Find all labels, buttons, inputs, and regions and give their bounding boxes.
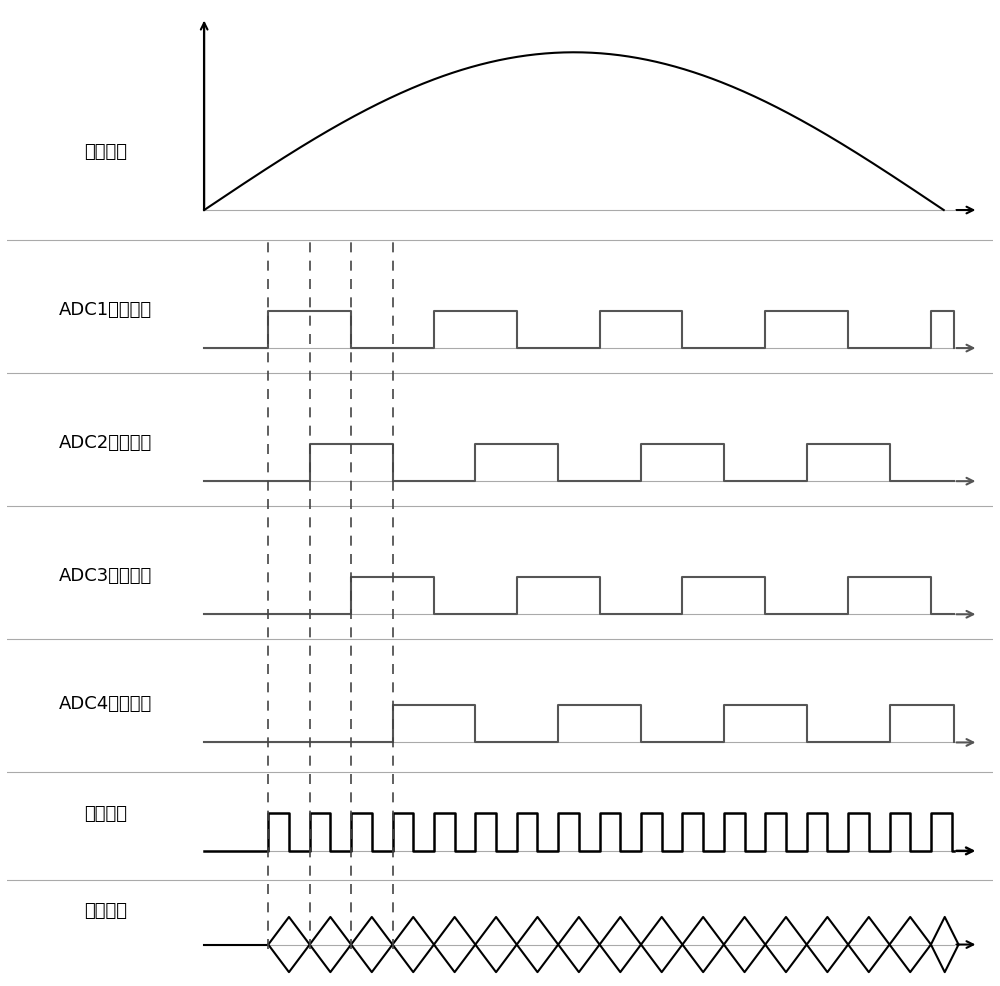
Text: 输入信号: 输入信号 (84, 143, 127, 161)
Text: ADC3采样时钟: ADC3采样时钟 (59, 566, 152, 585)
Text: 系统时钟: 系统时钟 (84, 805, 127, 822)
Text: ADC2采样时钟: ADC2采样时钟 (59, 433, 152, 452)
Text: 输出信号: 输出信号 (84, 901, 127, 919)
Text: ADC1采样时钟: ADC1采样时钟 (59, 301, 152, 318)
Text: ADC4采样时钟: ADC4采样时钟 (59, 694, 152, 712)
